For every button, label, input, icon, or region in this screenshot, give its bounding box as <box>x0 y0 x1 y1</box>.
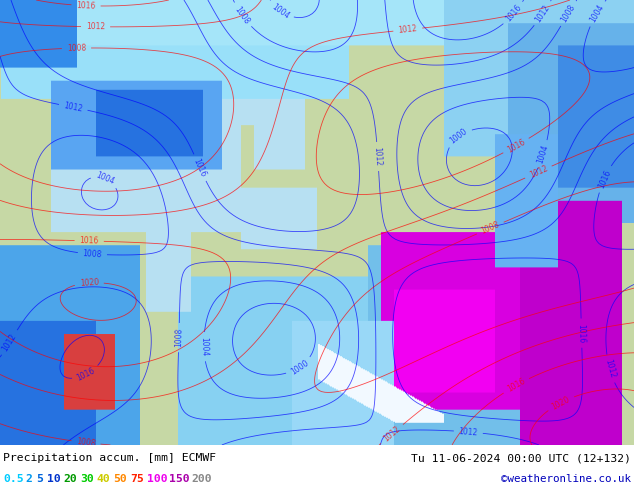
Text: Precipitation accum. [mm] ECMWF: Precipitation accum. [mm] ECMWF <box>3 453 216 463</box>
Text: 5: 5 <box>36 474 43 484</box>
Text: 10: 10 <box>47 474 61 484</box>
Text: 1000: 1000 <box>289 358 310 376</box>
Text: 1004: 1004 <box>94 171 116 186</box>
Text: 1000: 1000 <box>448 127 469 146</box>
Text: 1004: 1004 <box>270 2 291 21</box>
Text: ©weatheronline.co.uk: ©weatheronline.co.uk <box>501 474 631 484</box>
Text: 1012: 1012 <box>398 24 418 35</box>
Text: 1004: 1004 <box>536 144 550 165</box>
Text: 1012: 1012 <box>382 424 402 443</box>
Text: 1012: 1012 <box>86 22 105 31</box>
Text: 1012: 1012 <box>534 3 552 24</box>
Text: 1016: 1016 <box>577 323 586 343</box>
Text: 75: 75 <box>130 474 144 484</box>
Text: 1012: 1012 <box>373 147 383 166</box>
Text: 20: 20 <box>63 474 77 484</box>
Text: 1008: 1008 <box>480 220 501 236</box>
Text: Tu 11-06-2024 00:00 UTC (12+132): Tu 11-06-2024 00:00 UTC (12+132) <box>411 453 631 463</box>
Text: 50: 50 <box>113 474 127 484</box>
Text: 1012: 1012 <box>528 164 549 180</box>
Text: 1008: 1008 <box>67 44 86 53</box>
Text: 1020: 1020 <box>79 278 99 288</box>
Text: 1004: 1004 <box>588 3 605 24</box>
Text: 1008: 1008 <box>233 4 251 25</box>
Text: 1012: 1012 <box>63 101 84 114</box>
Text: 1008: 1008 <box>76 437 96 448</box>
Text: 1012: 1012 <box>458 427 478 437</box>
Text: 1016: 1016 <box>79 236 99 245</box>
Text: 200: 200 <box>191 474 212 484</box>
Text: 30: 30 <box>80 474 94 484</box>
Text: 1004: 1004 <box>199 337 209 357</box>
Text: 0.5: 0.5 <box>3 474 23 484</box>
Text: 1020: 1020 <box>550 394 571 411</box>
Text: 1008: 1008 <box>559 3 577 24</box>
Text: 1012: 1012 <box>1 332 18 353</box>
Text: 1016: 1016 <box>75 366 96 383</box>
Text: 1016: 1016 <box>76 1 96 10</box>
Text: 1016: 1016 <box>504 3 524 24</box>
Text: 150: 150 <box>169 474 190 484</box>
Text: 1016: 1016 <box>505 377 527 394</box>
Text: 1008: 1008 <box>174 328 184 347</box>
Text: 1016: 1016 <box>192 157 208 178</box>
Text: 1012: 1012 <box>603 359 617 379</box>
Text: 2: 2 <box>25 474 32 484</box>
Text: 100: 100 <box>146 474 167 484</box>
Text: 1008: 1008 <box>82 249 102 259</box>
Text: 40: 40 <box>97 474 110 484</box>
Text: 1016: 1016 <box>597 168 612 190</box>
Text: 1016: 1016 <box>505 137 527 154</box>
